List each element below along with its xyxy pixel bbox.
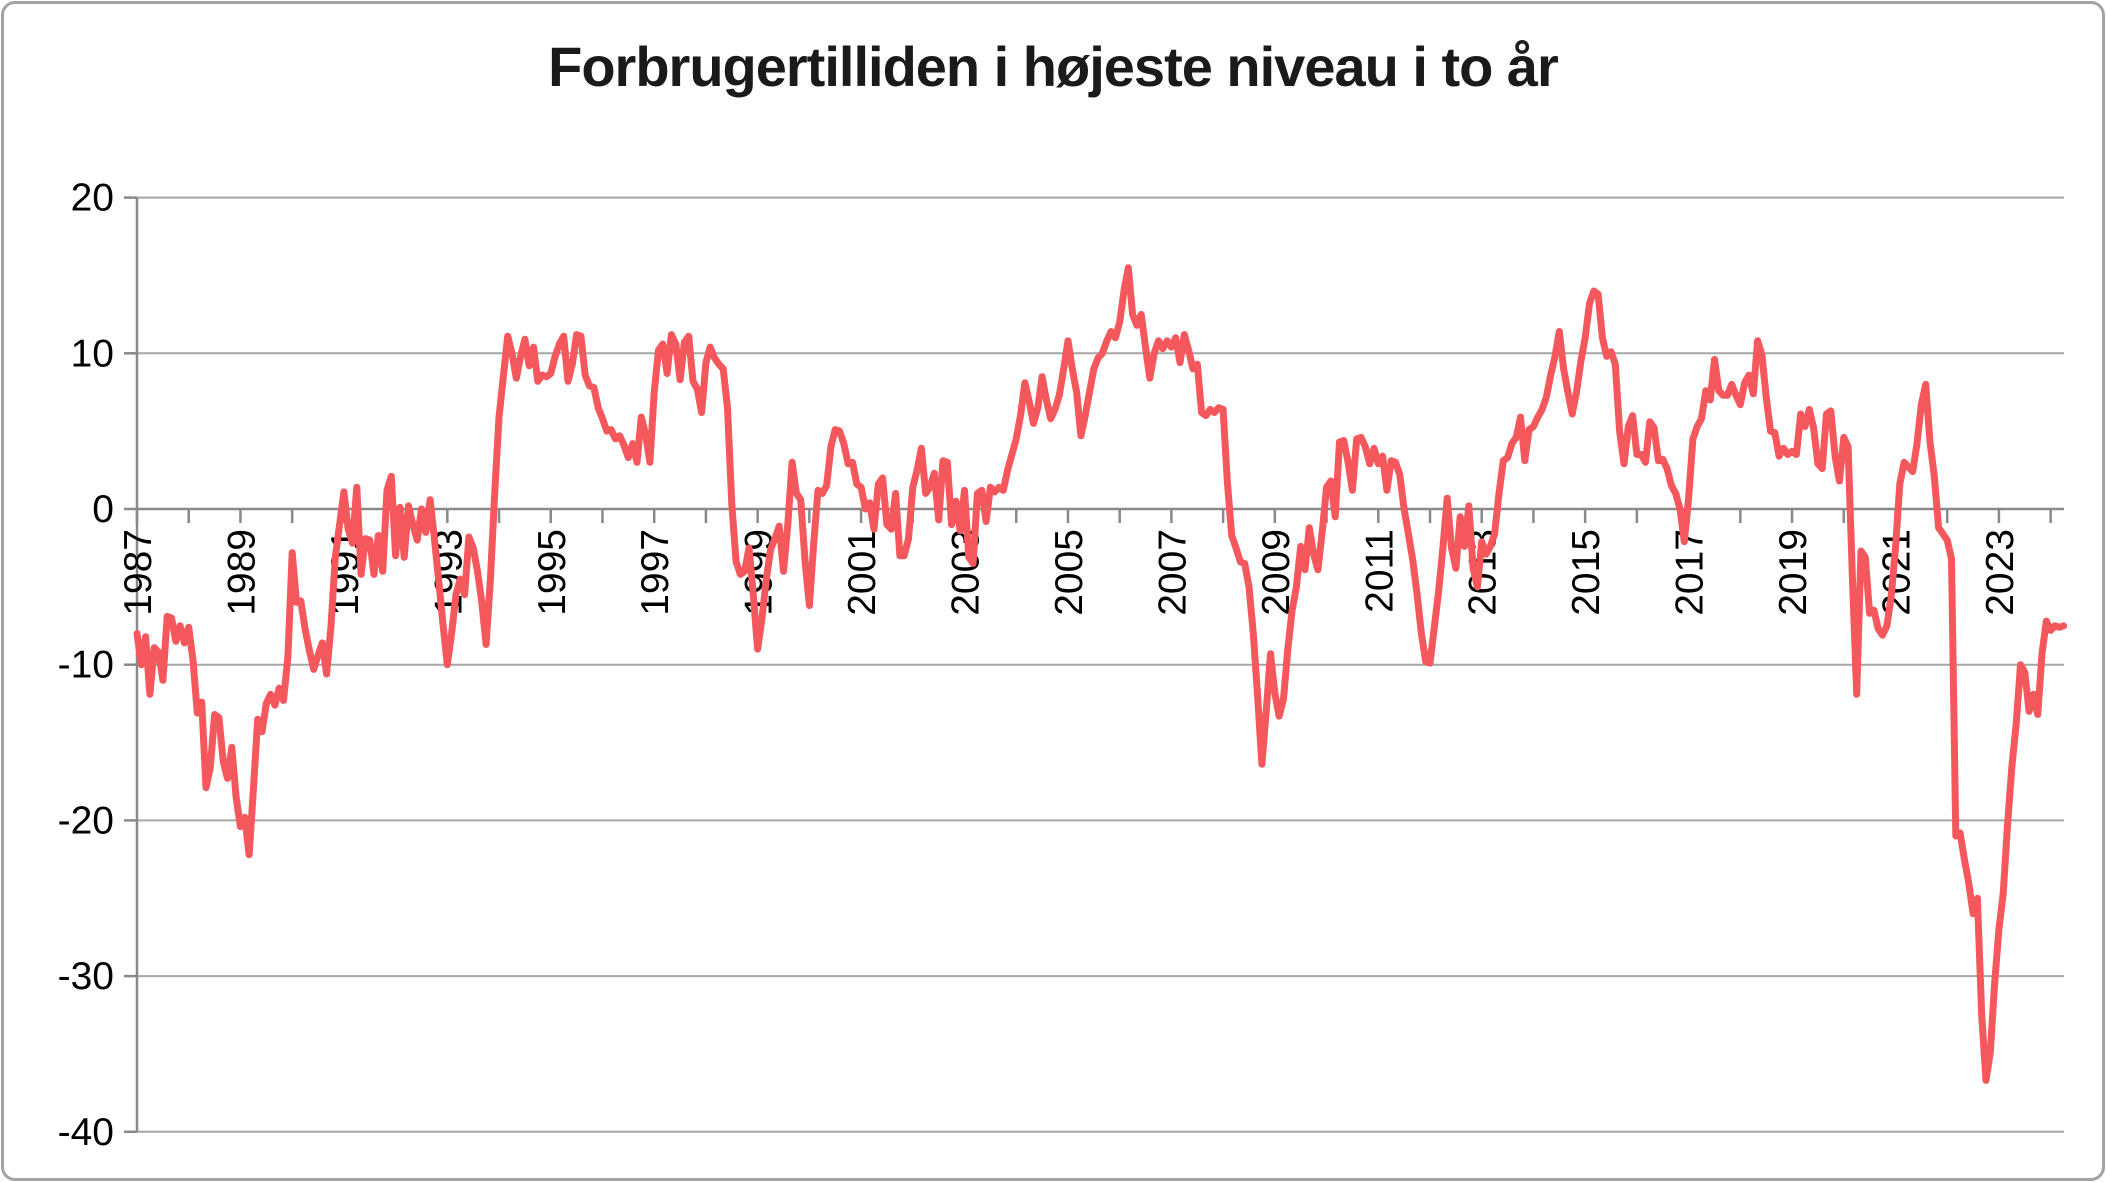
y-axis-tick-label: 0 (92, 488, 114, 531)
x-axis-tick-label: 2019 (1772, 529, 1815, 616)
x-axis-tick-label: 2017 (1669, 529, 1712, 616)
y-axis-tick-label: -10 (58, 644, 114, 687)
x-axis-tick-label: 2023 (1979, 529, 2022, 616)
x-axis-tick-label: 2015 (1565, 529, 1608, 616)
y-axis-tick-label: -20 (58, 799, 114, 842)
x-axis-tick-label: 1989 (220, 529, 263, 616)
y-axis-tick-label: 10 (71, 332, 114, 375)
y-axis-tick-label: 20 (71, 177, 114, 220)
x-axis-tick-label: 1997 (634, 529, 677, 616)
consumer-confidence-series-line (133, 264, 2068, 1084)
x-axis-tick-label: 1995 (531, 529, 574, 616)
chart-title: Forbrugertilliden i højeste niveau i to … (548, 35, 1559, 98)
x-axis-tick-label: 2005 (1048, 529, 1091, 616)
y-axis-tick-label: -30 (58, 955, 114, 998)
y-axis-tick-label: -40 (58, 1111, 114, 1154)
x-axis-tick-label: 2001 (841, 529, 884, 616)
x-axis-tick-label: 2011 (1358, 529, 1401, 613)
x-axis-tick-label: 1987 (117, 529, 160, 616)
x-axis-tick-label: 2007 (1151, 529, 1194, 616)
